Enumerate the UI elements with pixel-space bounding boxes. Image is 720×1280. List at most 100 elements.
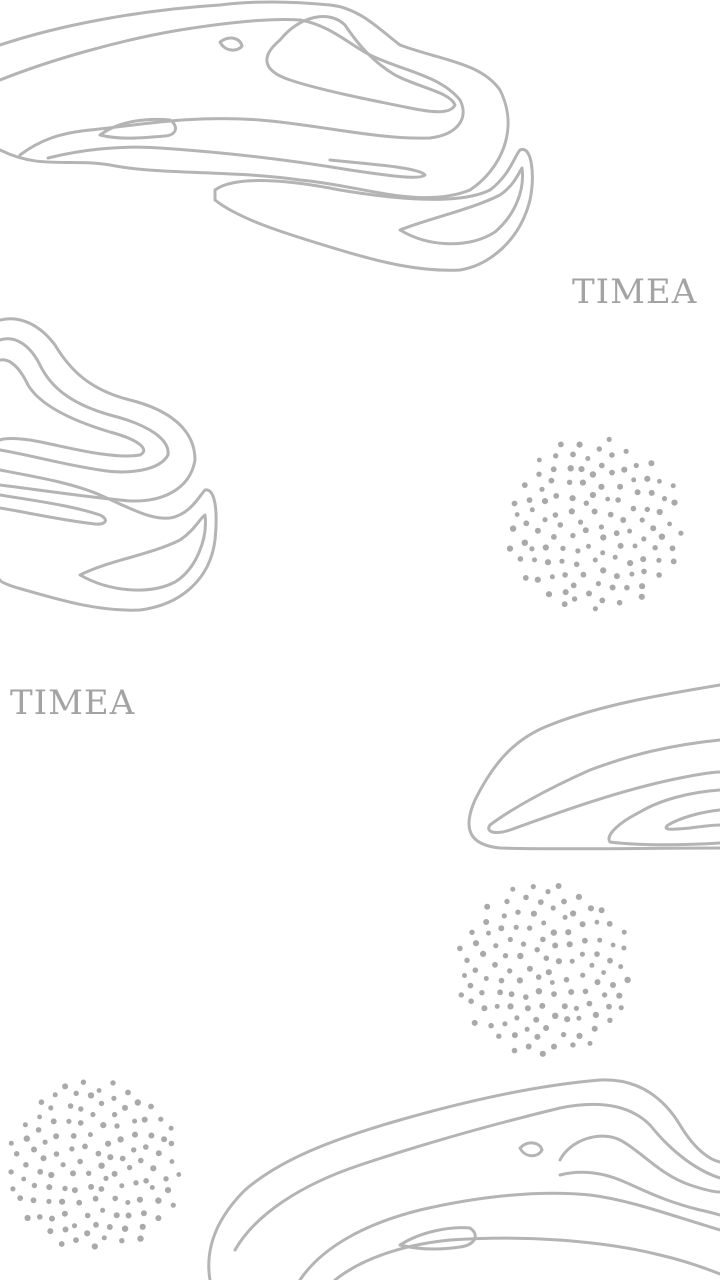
dot bbox=[472, 940, 480, 947]
dot bbox=[8, 1140, 14, 1146]
dot bbox=[671, 499, 678, 506]
dot bbox=[471, 1019, 478, 1026]
dot bbox=[592, 1011, 600, 1019]
dot bbox=[563, 976, 570, 983]
dot bbox=[543, 955, 550, 961]
dot bbox=[575, 893, 583, 901]
dot bbox=[42, 1139, 48, 1145]
dot bbox=[533, 1016, 540, 1023]
dot bbox=[658, 533, 666, 540]
dot bbox=[22, 1122, 28, 1128]
dot bbox=[600, 567, 607, 574]
dot bbox=[23, 1135, 30, 1142]
dot bbox=[139, 1223, 146, 1230]
dot bbox=[606, 1003, 612, 1010]
dot bbox=[558, 441, 564, 448]
dot bbox=[119, 1183, 125, 1189]
dot bbox=[61, 1210, 68, 1217]
dot bbox=[576, 1015, 582, 1021]
dot bbox=[549, 574, 555, 580]
dot bbox=[170, 1202, 176, 1208]
dot bbox=[132, 1118, 138, 1124]
dot bbox=[606, 436, 612, 442]
dot bbox=[46, 1184, 53, 1191]
dot bbox=[618, 964, 624, 970]
dot bbox=[517, 952, 524, 960]
dot bbox=[539, 1050, 546, 1057]
watermark-text: TIMEA bbox=[10, 683, 136, 723]
dot bbox=[576, 1032, 583, 1039]
dot bbox=[507, 968, 513, 974]
dot bbox=[639, 583, 646, 590]
dot bbox=[566, 479, 573, 485]
dot bbox=[106, 1224, 113, 1230]
dot bbox=[38, 1099, 45, 1105]
dot bbox=[609, 452, 615, 458]
dot bbox=[598, 483, 605, 490]
dot bbox=[133, 1180, 139, 1186]
dot bbox=[141, 1116, 148, 1123]
dot bbox=[517, 556, 524, 562]
dot bbox=[568, 989, 575, 995]
dot bbox=[71, 1223, 78, 1229]
dot bbox=[78, 1106, 84, 1112]
dot bbox=[169, 1159, 175, 1164]
dot bbox=[542, 517, 548, 523]
dot bbox=[119, 1238, 125, 1244]
dot bbox=[551, 991, 557, 997]
dot bbox=[121, 1225, 129, 1232]
dot bbox=[644, 506, 650, 513]
dot bbox=[616, 599, 623, 606]
dot bbox=[96, 1088, 102, 1093]
dot bbox=[37, 1114, 42, 1120]
dot bbox=[594, 951, 600, 957]
dot bbox=[551, 534, 557, 540]
dot bbox=[70, 1133, 77, 1139]
topo-lines-left bbox=[0, 317, 218, 612]
dot bbox=[525, 1043, 532, 1050]
dot bbox=[549, 980, 555, 985]
dot bbox=[529, 507, 535, 513]
dot bbox=[560, 1031, 567, 1038]
dot bbox=[530, 910, 538, 917]
dot bbox=[13, 1151, 20, 1157]
dot bbox=[101, 1235, 107, 1241]
dot bbox=[119, 1155, 126, 1162]
dot bbox=[617, 483, 624, 490]
dot bbox=[504, 898, 510, 905]
dot bbox=[633, 462, 639, 469]
dot bbox=[37, 1214, 43, 1220]
dot bbox=[105, 1140, 112, 1147]
dot bbox=[566, 941, 573, 948]
dot bbox=[526, 925, 533, 931]
dot bbox=[161, 1136, 168, 1143]
dot bbox=[47, 1228, 54, 1235]
dot bbox=[31, 1146, 37, 1153]
dot bbox=[98, 1100, 105, 1107]
dot bbox=[52, 1092, 58, 1098]
dot bbox=[524, 1005, 531, 1012]
dot bbox=[589, 962, 595, 968]
dot bbox=[86, 1170, 92, 1177]
dot bbox=[560, 545, 566, 552]
dot bbox=[472, 967, 479, 973]
dot bbox=[77, 1158, 83, 1165]
dot bbox=[541, 498, 549, 505]
dot bbox=[640, 556, 647, 563]
dot bbox=[535, 974, 542, 980]
dot bbox=[599, 597, 606, 604]
dot bbox=[140, 1210, 147, 1217]
dot bbox=[523, 520, 530, 527]
dot bbox=[524, 1026, 530, 1032]
dot bbox=[667, 521, 672, 527]
dot bbox=[60, 1162, 66, 1168]
dot bbox=[103, 1175, 109, 1181]
dot bbox=[40, 1155, 47, 1162]
dot bbox=[95, 1150, 102, 1157]
dot bbox=[562, 572, 568, 578]
dot bbox=[112, 1195, 118, 1202]
dot bbox=[73, 1090, 79, 1097]
dot bbox=[644, 475, 651, 482]
dot bbox=[509, 525, 517, 532]
dot-cluster-right-top bbox=[506, 436, 684, 612]
